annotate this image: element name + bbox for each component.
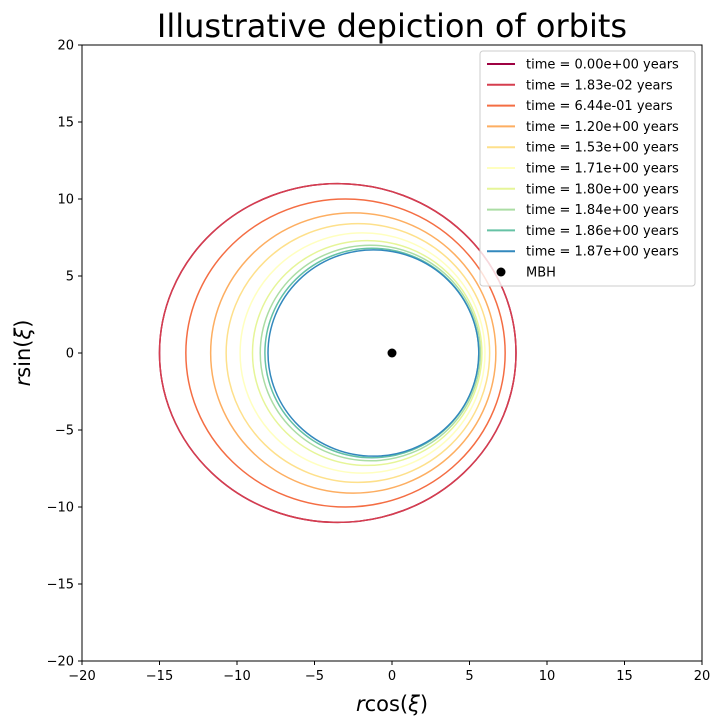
legend-label-9: time = 1.87e+00 years: [526, 245, 679, 260]
x-tick-label: −20: [68, 669, 95, 684]
y-label-r: r: [11, 376, 35, 386]
legend-label-mbh: MBH: [526, 266, 556, 281]
x-tick-label: −10: [223, 669, 250, 684]
x-tick-label: 10: [539, 669, 556, 684]
orbit-line-6: [251, 239, 483, 467]
legend-label-1: time = 1.83e-02 years: [526, 78, 673, 93]
mbh-point: [387, 348, 397, 358]
legend-label-4: time = 1.53e+00 years: [526, 141, 679, 156]
orbit-line-1: [158, 182, 517, 524]
legend-label-3: time = 1.20e+00 years: [526, 120, 679, 135]
legend-label-7: time = 1.84e+00 years: [526, 203, 679, 218]
x-axis-ticks: −20 −15 −10 −5 0 5 10 15 20: [68, 661, 710, 684]
y-label-close: ): [11, 320, 35, 328]
orbit-line-3: [209, 212, 497, 494]
point-markers: [387, 348, 397, 358]
legend-label-0: time = 0.00e+00 years: [526, 58, 679, 73]
y-tick-label: −5: [55, 424, 74, 439]
y-tick-label: 0: [66, 347, 74, 362]
orbit-line-9: [267, 249, 480, 457]
x-tick-label: 5: [465, 669, 473, 684]
x-label-xi: ξ: [407, 692, 420, 716]
x-label-close: ): [420, 692, 428, 716]
legend: time = 0.00e+00 years time = 1.83e-02 yea…: [479, 50, 696, 287]
y-tick-label: −10: [47, 501, 74, 516]
y-tick-label: −15: [47, 578, 74, 593]
x-label-r: r: [356, 692, 366, 716]
legend-label-8: time = 1.86e+00 years: [526, 224, 679, 239]
y-tick-label: −20: [47, 655, 74, 670]
orbit-line-5: [239, 232, 486, 474]
y-label-xi: ξ: [11, 328, 35, 341]
legend-marker-mbh: [496, 267, 506, 277]
y-axis-label: rsin(ξ): [11, 320, 35, 387]
x-tick-label: −15: [146, 669, 173, 684]
x-tick-label: −5: [305, 669, 324, 684]
y-tick-label: 15: [57, 116, 74, 131]
x-axis-label: rcos(ξ): [356, 692, 428, 716]
x-label-func: cos(: [365, 692, 409, 716]
y-label-func: sin(: [11, 340, 35, 378]
x-tick-label: 0: [388, 669, 396, 684]
y-tick-label: 10: [57, 193, 74, 208]
x-tick-label: 20: [694, 669, 711, 684]
y-tick-label: 20: [57, 39, 74, 54]
orbit-line-2: [185, 198, 506, 508]
legend-label-6: time = 1.80e+00 years: [526, 182, 679, 197]
orbit-line-7: [259, 244, 482, 462]
legend-label-5: time = 1.71e+00 years: [526, 162, 679, 177]
orbit-series: [158, 182, 517, 524]
legend-box: [479, 50, 696, 287]
orbit-line-4: [225, 222, 491, 484]
y-axis-ticks: −20 −15 −10 −5 0 5 10 15 20: [47, 39, 82, 670]
chart-title: Illustrative depiction of orbits: [157, 7, 627, 45]
legend-label-2: time = 6.44e-01 years: [526, 99, 673, 114]
x-tick-label: 15: [616, 669, 633, 684]
y-tick-label: 5: [66, 270, 74, 285]
